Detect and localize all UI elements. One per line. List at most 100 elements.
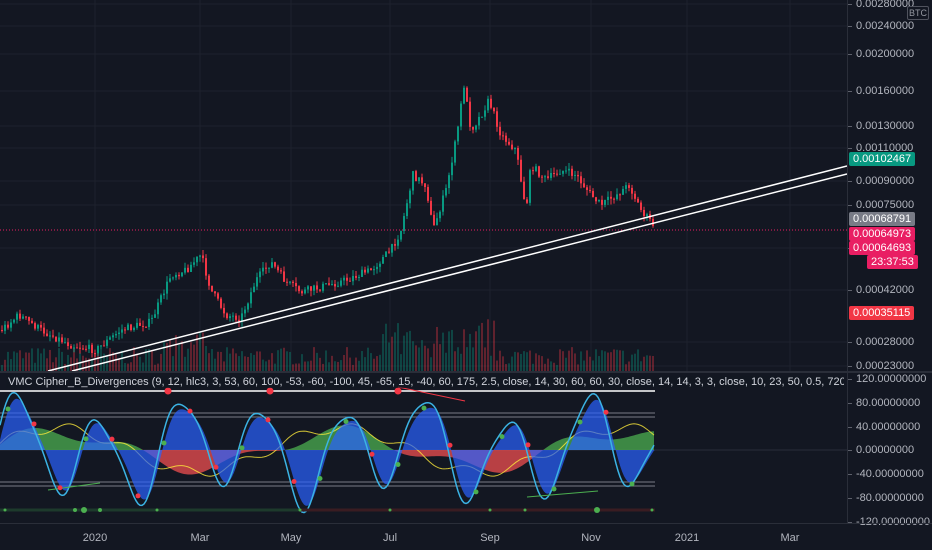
candle-body [463, 87, 465, 104]
candle-body [382, 256, 384, 264]
candle-body [517, 147, 519, 160]
candle-body [358, 276, 360, 278]
candle-body [595, 197, 597, 202]
volume-bar [604, 351, 606, 371]
volume-bar [61, 351, 63, 371]
volume-bar [445, 352, 447, 371]
candle-body [529, 170, 531, 203]
price-axis[interactable]: 0.00280000 0.00240000 0.00200000 0.00160000… [847, 0, 932, 372]
candle-body [253, 286, 255, 293]
candle-body [238, 319, 240, 322]
cross-dot [239, 445, 245, 451]
price-axis-label: 0.00160000 [847, 85, 915, 97]
volume-bar [130, 362, 132, 371]
money-flow-area [66, 437, 68, 450]
volume-bar [172, 356, 174, 371]
signal-band-dot [155, 508, 159, 512]
money-flow-area [442, 450, 444, 457]
sell-signal-dot [394, 387, 402, 395]
indicator-axis[interactable]: 120.00000000 80.00000000 40.00000000 0.0000… [847, 373, 932, 528]
price-axis-label: 0.00280000 [847, 0, 914, 11]
volume-bar [73, 348, 75, 371]
price-tag: 0.00064693 [849, 241, 916, 255]
price-tag: 23:37:53 [867, 255, 918, 269]
price-tag: 0.00035115 [849, 306, 915, 320]
money-flow-area [164, 450, 166, 466]
candle-body [484, 110, 486, 117]
volume-bar [496, 360, 498, 371]
candle-body [331, 284, 333, 286]
money-flow-area [134, 445, 136, 450]
candle-body [448, 175, 450, 189]
indicator-pane[interactable] [0, 373, 847, 523]
candle-body [133, 327, 135, 331]
signal-band-dot [488, 508, 492, 512]
volume-bar [628, 361, 630, 371]
volume-bar [613, 349, 615, 371]
candle-body [535, 166, 537, 171]
candle-body [373, 269, 375, 271]
volume-bar [19, 350, 21, 371]
volume-bar [538, 355, 540, 371]
money-flow-area [500, 450, 502, 473]
money-flow-area [514, 450, 516, 470]
candle-body [538, 166, 540, 177]
money-flow-area [184, 450, 186, 475]
candle-body [130, 324, 132, 331]
volume-bar [571, 347, 573, 371]
candle-body [469, 101, 471, 127]
candle-body [1, 330, 3, 331]
volume-bar [31, 348, 33, 371]
time-axis[interactable]: 2020 Mar May Jul Sep Nov 2021 Mar [0, 523, 932, 550]
volume-bar [214, 358, 216, 371]
candlestick-chart[interactable] [0, 0, 847, 371]
indicator-axis-label: -40.00000000 [848, 468, 924, 480]
cipher-b-oscillator[interactable] [0, 373, 847, 523]
candle-body [409, 190, 411, 204]
candle-body [505, 135, 507, 142]
volume-bar [301, 354, 303, 371]
money-flow-area [256, 450, 258, 451]
money-flow-area [636, 434, 638, 450]
money-flow-area [502, 450, 504, 473]
money-flow-area [252, 450, 254, 452]
volume-bar [52, 362, 54, 371]
money-flow-area [44, 429, 46, 450]
volume-bar [448, 331, 450, 371]
candle-body [547, 176, 549, 178]
price-pane[interactable] [0, 0, 847, 371]
candle-body [499, 126, 501, 136]
candle-body [352, 275, 354, 282]
volume-bar [256, 351, 258, 371]
money-flow-area [628, 436, 630, 450]
money-flow-area [436, 450, 438, 457]
volume-bar [1, 364, 3, 371]
volume-bar [316, 352, 318, 371]
candle-body [553, 172, 555, 174]
indicator-axis-label: 80.00000000 [847, 397, 921, 409]
money-flow-area [434, 450, 436, 457]
volume-bar [181, 341, 183, 371]
candle-body [160, 295, 162, 303]
money-flow-area [408, 450, 410, 456]
volume-bar [250, 353, 252, 371]
volume-bar [610, 352, 612, 371]
volume-bar [142, 362, 144, 371]
candle-body [643, 209, 645, 216]
volume-bar [580, 351, 582, 371]
volume-bar [154, 364, 156, 371]
volume-bar [379, 354, 381, 371]
volume-bar [484, 347, 486, 371]
money-flow-area [48, 430, 50, 450]
candle-body [73, 347, 75, 349]
indicator-title[interactable]: VMC Cipher_B_Divergences (9, 12, hlc3, 3… [6, 376, 844, 388]
candle-body [310, 286, 312, 291]
volume-bar [586, 350, 588, 371]
candle-body [193, 262, 195, 265]
money-flow-area [172, 450, 174, 471]
money-flow-area [374, 436, 376, 450]
pane-divider[interactable] [0, 371, 932, 373]
money-flow-area [142, 449, 144, 451]
volume-bar [304, 361, 306, 371]
